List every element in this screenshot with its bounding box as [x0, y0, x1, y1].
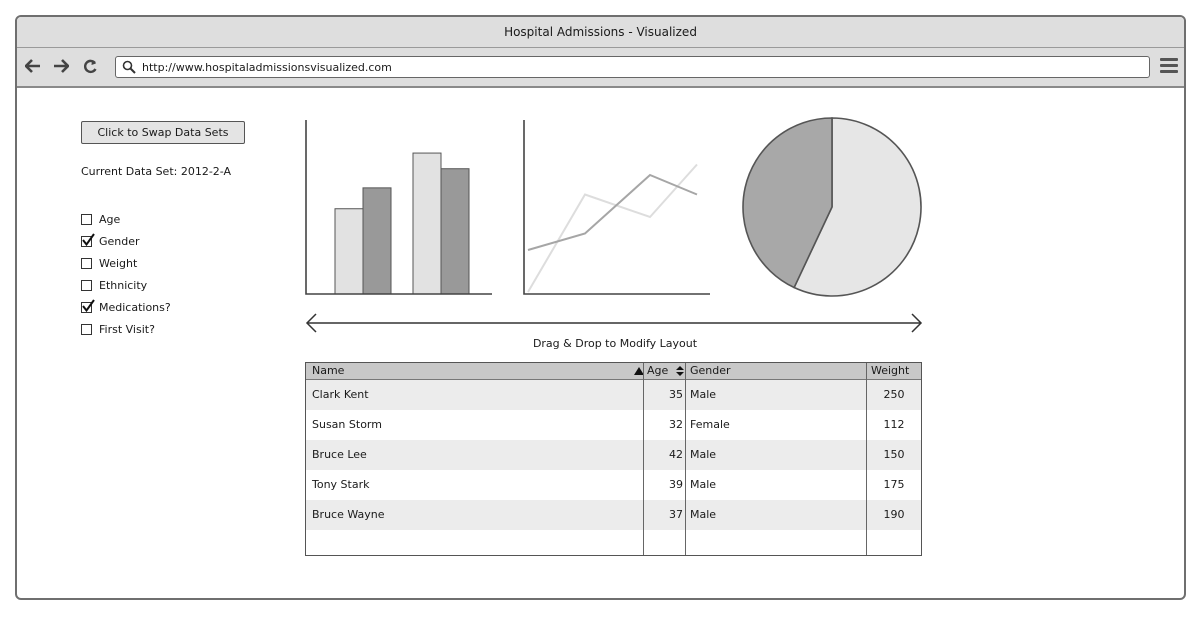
- swap-data-sets-button[interactable]: Click to Swap Data Sets: [81, 121, 245, 144]
- column-divider: [643, 363, 644, 555]
- weight-cell: 190: [883, 508, 905, 521]
- name-cell: Bruce Wayne: [312, 508, 385, 521]
- age-header-label: Age: [647, 364, 669, 377]
- weight-column-header[interactable]: Weight: [867, 363, 921, 379]
- weight-cell: 250: [883, 388, 905, 401]
- weight-cell: 112: [883, 418, 905, 431]
- gender-cell: Male: [690, 508, 717, 521]
- gender-cell: Male: [690, 388, 717, 401]
- checkbox-unchecked-icon[interactable]: [81, 279, 92, 291]
- filter-label: Ethnicity: [99, 278, 148, 292]
- line-chart-axes: [523, 120, 710, 295]
- weight-cell: 175: [883, 478, 905, 491]
- gender-header-label: Gender: [690, 364, 731, 377]
- url-field[interactable]: http://www.hospitaladmissionsvisualized.…: [115, 56, 1150, 78]
- drag-drop-hint: Drag & Drop to Modify Layout: [532, 337, 698, 350]
- gender-column-header[interactable]: Gender: [686, 363, 867, 379]
- table-row[interactable]: Bruce Lee 42 Male 150: [306, 440, 921, 470]
- age-cell: 42: [669, 448, 683, 461]
- reload-icon[interactable]: [83, 59, 98, 74]
- bar: [440, 168, 470, 295]
- pie-chart[interactable]: [742, 117, 922, 297]
- table-row[interactable]: Tony Stark 39 Male 175: [306, 470, 921, 500]
- name-cell: Clark Kent: [312, 388, 369, 401]
- name-cell: Susan Storm: [312, 418, 382, 431]
- gender-cell: Male: [690, 478, 717, 491]
- pie-slice: [793, 117, 922, 297]
- bar-chart-axes: [305, 120, 492, 295]
- age-cell: 37: [669, 508, 683, 521]
- checkbox-unchecked-icon[interactable]: [81, 213, 92, 225]
- filter-label: Gender: [99, 234, 140, 248]
- filter-checkbox-list: Age Gender Weight Ethnicity Medications? Firs…: [81, 208, 171, 340]
- url-text: http://www.hospitaladmissionsvisualized.…: [142, 60, 392, 74]
- weight-cell: 150: [883, 448, 905, 461]
- filter-checkbox-age[interactable]: Age: [81, 208, 171, 230]
- line-series: [527, 163, 698, 293]
- address-bar: http://www.hospitaladmissionsvisualized.…: [17, 48, 1184, 88]
- filter-checkbox-medications[interactable]: Medications?: [81, 296, 171, 318]
- filter-checkbox-ethnicity[interactable]: Ethnicity: [81, 274, 171, 296]
- gender-cell: Female: [690, 418, 730, 431]
- filter-label: Weight: [99, 256, 138, 270]
- menu-icon[interactable]: [1160, 58, 1178, 74]
- column-divider: [866, 363, 867, 555]
- age-cell: 35: [669, 388, 683, 401]
- age-column-header[interactable]: Age: [644, 363, 686, 379]
- table-row[interactable]: Clark Kent 35 Male 250: [306, 380, 921, 410]
- table-body: Clark Kent 35 Male 250 Susan Storm 32 Female 11…: [306, 380, 921, 530]
- filter-label: Medications?: [99, 300, 171, 314]
- checkbox-checked-icon[interactable]: [81, 298, 95, 313]
- checkbox-unchecked-icon[interactable]: [81, 323, 92, 335]
- current-data-set-label: Current Data Set: 2012-2-A: [81, 165, 232, 178]
- column-divider: [685, 363, 686, 555]
- filter-checkbox-first-visit[interactable]: First Visit?: [81, 318, 171, 340]
- checkbox-checked-icon[interactable]: [81, 232, 95, 247]
- table-row[interactable]: Susan Storm 32 Female 112: [306, 410, 921, 440]
- line-series: [527, 173, 698, 251]
- gender-cell: Male: [690, 448, 717, 461]
- table-header: Name Age Gender Weight: [306, 363, 921, 380]
- age-cell: 39: [669, 478, 683, 491]
- line-chart[interactable]: [523, 120, 710, 295]
- patients-table: Name Age Gender Weight Clark Kent 35 Male 2…: [305, 362, 922, 556]
- filter-label: Age: [99, 212, 121, 226]
- filter-label: First Visit?: [99, 322, 155, 336]
- filter-checkbox-weight[interactable]: Weight: [81, 252, 171, 274]
- back-arrow-icon[interactable]: [25, 59, 41, 73]
- window-title: Hospital Admissions - Visualized: [504, 25, 697, 39]
- window-titlebar: Hospital Admissions - Visualized: [17, 17, 1184, 48]
- forward-arrow-icon[interactable]: [53, 59, 69, 73]
- bar: [334, 208, 364, 295]
- name-header-label: Name: [312, 364, 345, 377]
- name-column-header[interactable]: Name: [306, 363, 644, 379]
- name-cell: Tony Stark: [312, 478, 370, 491]
- search-icon: [122, 60, 136, 74]
- sort-ascending-icon[interactable]: [634, 367, 644, 375]
- drag-double-arrow-icon[interactable]: [305, 313, 923, 333]
- pie-slice: [742, 117, 833, 289]
- bar: [412, 152, 442, 295]
- name-cell: Bruce Lee: [312, 448, 367, 461]
- table-row[interactable]: Bruce Wayne 37 Male 190: [306, 500, 921, 530]
- filter-checkbox-gender[interactable]: Gender: [81, 230, 171, 252]
- weight-header-label: Weight: [871, 364, 910, 377]
- age-cell: 32: [669, 418, 683, 431]
- bar: [362, 187, 392, 295]
- bar-chart[interactable]: [305, 120, 492, 295]
- checkbox-unchecked-icon[interactable]: [81, 257, 92, 269]
- sort-toggle-icon[interactable]: [676, 366, 684, 376]
